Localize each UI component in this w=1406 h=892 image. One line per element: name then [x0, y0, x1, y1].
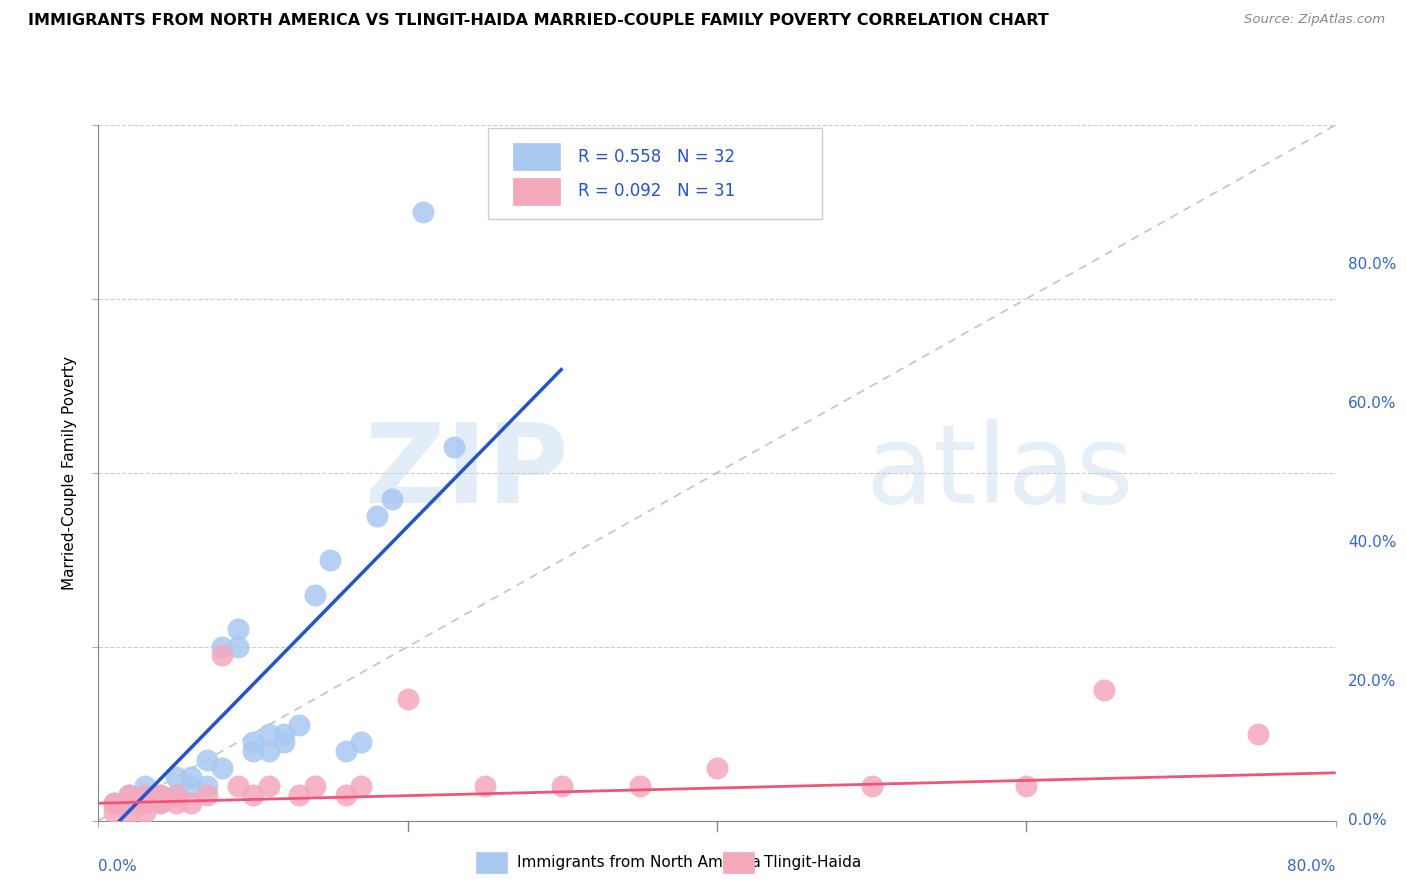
Point [118, 788, 141, 802]
Point [242, 735, 264, 749]
Point [706, 761, 728, 775]
Point [381, 491, 404, 506]
Point [149, 796, 172, 810]
FancyBboxPatch shape [475, 852, 506, 872]
Text: 80.0%: 80.0% [1348, 257, 1396, 271]
Point [165, 788, 187, 802]
Text: 80.0%: 80.0% [1288, 859, 1336, 874]
Point [443, 440, 465, 454]
Point [118, 796, 141, 810]
Point [149, 788, 172, 802]
Point [288, 788, 311, 802]
Point [350, 779, 373, 793]
Point [319, 552, 342, 567]
FancyBboxPatch shape [723, 852, 754, 872]
Text: atlas: atlas [866, 419, 1135, 526]
Text: Source: ZipAtlas.com: Source: ZipAtlas.com [1244, 13, 1385, 27]
Text: 20.0%: 20.0% [1348, 674, 1396, 689]
Point [180, 770, 202, 784]
Point [103, 805, 125, 819]
Text: Immigrants from North America: Immigrants from North America [516, 855, 761, 870]
Point [226, 640, 249, 654]
FancyBboxPatch shape [488, 128, 823, 219]
Text: Tlingit-Haida: Tlingit-Haida [763, 855, 862, 870]
FancyBboxPatch shape [513, 144, 560, 170]
Text: ZIP: ZIP [366, 419, 568, 526]
Point [134, 796, 156, 810]
Point [242, 744, 264, 758]
Text: 40.0%: 40.0% [1348, 535, 1396, 549]
Point [474, 779, 496, 793]
Text: IMMIGRANTS FROM NORTH AMERICA VS TLINGIT-HAIDA MARRIED-COUPLE FAMILY POVERTY COR: IMMIGRANTS FROM NORTH AMERICA VS TLINGIT… [28, 13, 1049, 29]
Point [304, 587, 326, 601]
Point [335, 788, 357, 802]
Point [149, 788, 172, 802]
Point [195, 788, 218, 802]
Point [211, 648, 233, 663]
Text: 0.0%: 0.0% [1348, 814, 1386, 828]
Point [335, 744, 357, 758]
Point [350, 735, 373, 749]
Point [860, 779, 883, 793]
Point [257, 744, 280, 758]
Text: R = 0.558   N = 32: R = 0.558 N = 32 [578, 148, 735, 166]
Point [242, 788, 264, 802]
Point [304, 779, 326, 793]
Point [1092, 683, 1115, 698]
Point [118, 788, 141, 802]
Point [165, 796, 187, 810]
Point [288, 718, 311, 732]
Point [366, 509, 388, 524]
Point [195, 779, 218, 793]
Point [1015, 779, 1038, 793]
Point [273, 726, 295, 740]
Text: 60.0%: 60.0% [1348, 396, 1396, 410]
Point [273, 735, 295, 749]
FancyBboxPatch shape [513, 178, 560, 205]
Point [412, 205, 434, 219]
Text: R = 0.092   N = 31: R = 0.092 N = 31 [578, 183, 735, 201]
Point [134, 805, 156, 819]
Point [149, 796, 172, 810]
Point [180, 796, 202, 810]
Point [1247, 726, 1270, 740]
Point [134, 779, 156, 793]
Point [165, 770, 187, 784]
Point [257, 726, 280, 740]
Point [134, 788, 156, 802]
Point [226, 779, 249, 793]
Point [257, 779, 280, 793]
Text: 0.0%: 0.0% [98, 859, 138, 874]
Point [628, 779, 651, 793]
Point [211, 761, 233, 775]
Point [226, 623, 249, 637]
Point [118, 805, 141, 819]
Point [195, 753, 218, 767]
Point [165, 788, 187, 802]
Point [103, 796, 125, 810]
Point [180, 779, 202, 793]
Point [211, 640, 233, 654]
Point [103, 796, 125, 810]
Point [551, 779, 574, 793]
Point [396, 692, 419, 706]
Point [118, 796, 141, 810]
Point [134, 796, 156, 810]
Y-axis label: Married-Couple Family Poverty: Married-Couple Family Poverty [62, 356, 77, 590]
